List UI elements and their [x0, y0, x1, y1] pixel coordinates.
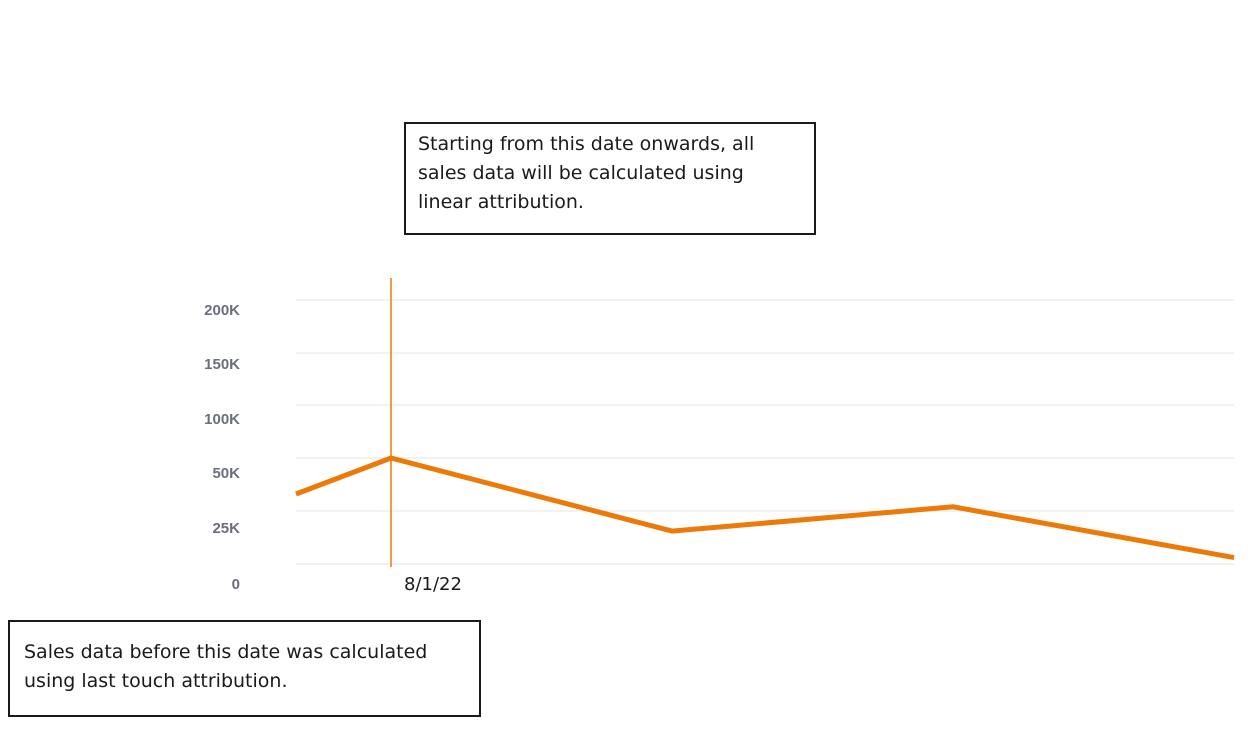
- x-marker-date-label: 8/1/22: [404, 574, 462, 595]
- y-tick-100k: 100K: [204, 411, 240, 428]
- y-tick-0: 0: [231, 576, 240, 593]
- sales-line: [295, 455, 1235, 561]
- y-tick-200k: 200K: [204, 302, 240, 319]
- y-tick-150k: 150K: [204, 356, 240, 373]
- y-tick-50k: 50K: [212, 465, 240, 482]
- annotation-last-touch-attribution: Sales data before this date was calculat…: [8, 620, 481, 717]
- y-tick-25k: 25K: [212, 520, 240, 537]
- annotation-linear-attribution: Starting from this date onwards, all sal…: [404, 122, 816, 235]
- gridlines: [296, 299, 1234, 565]
